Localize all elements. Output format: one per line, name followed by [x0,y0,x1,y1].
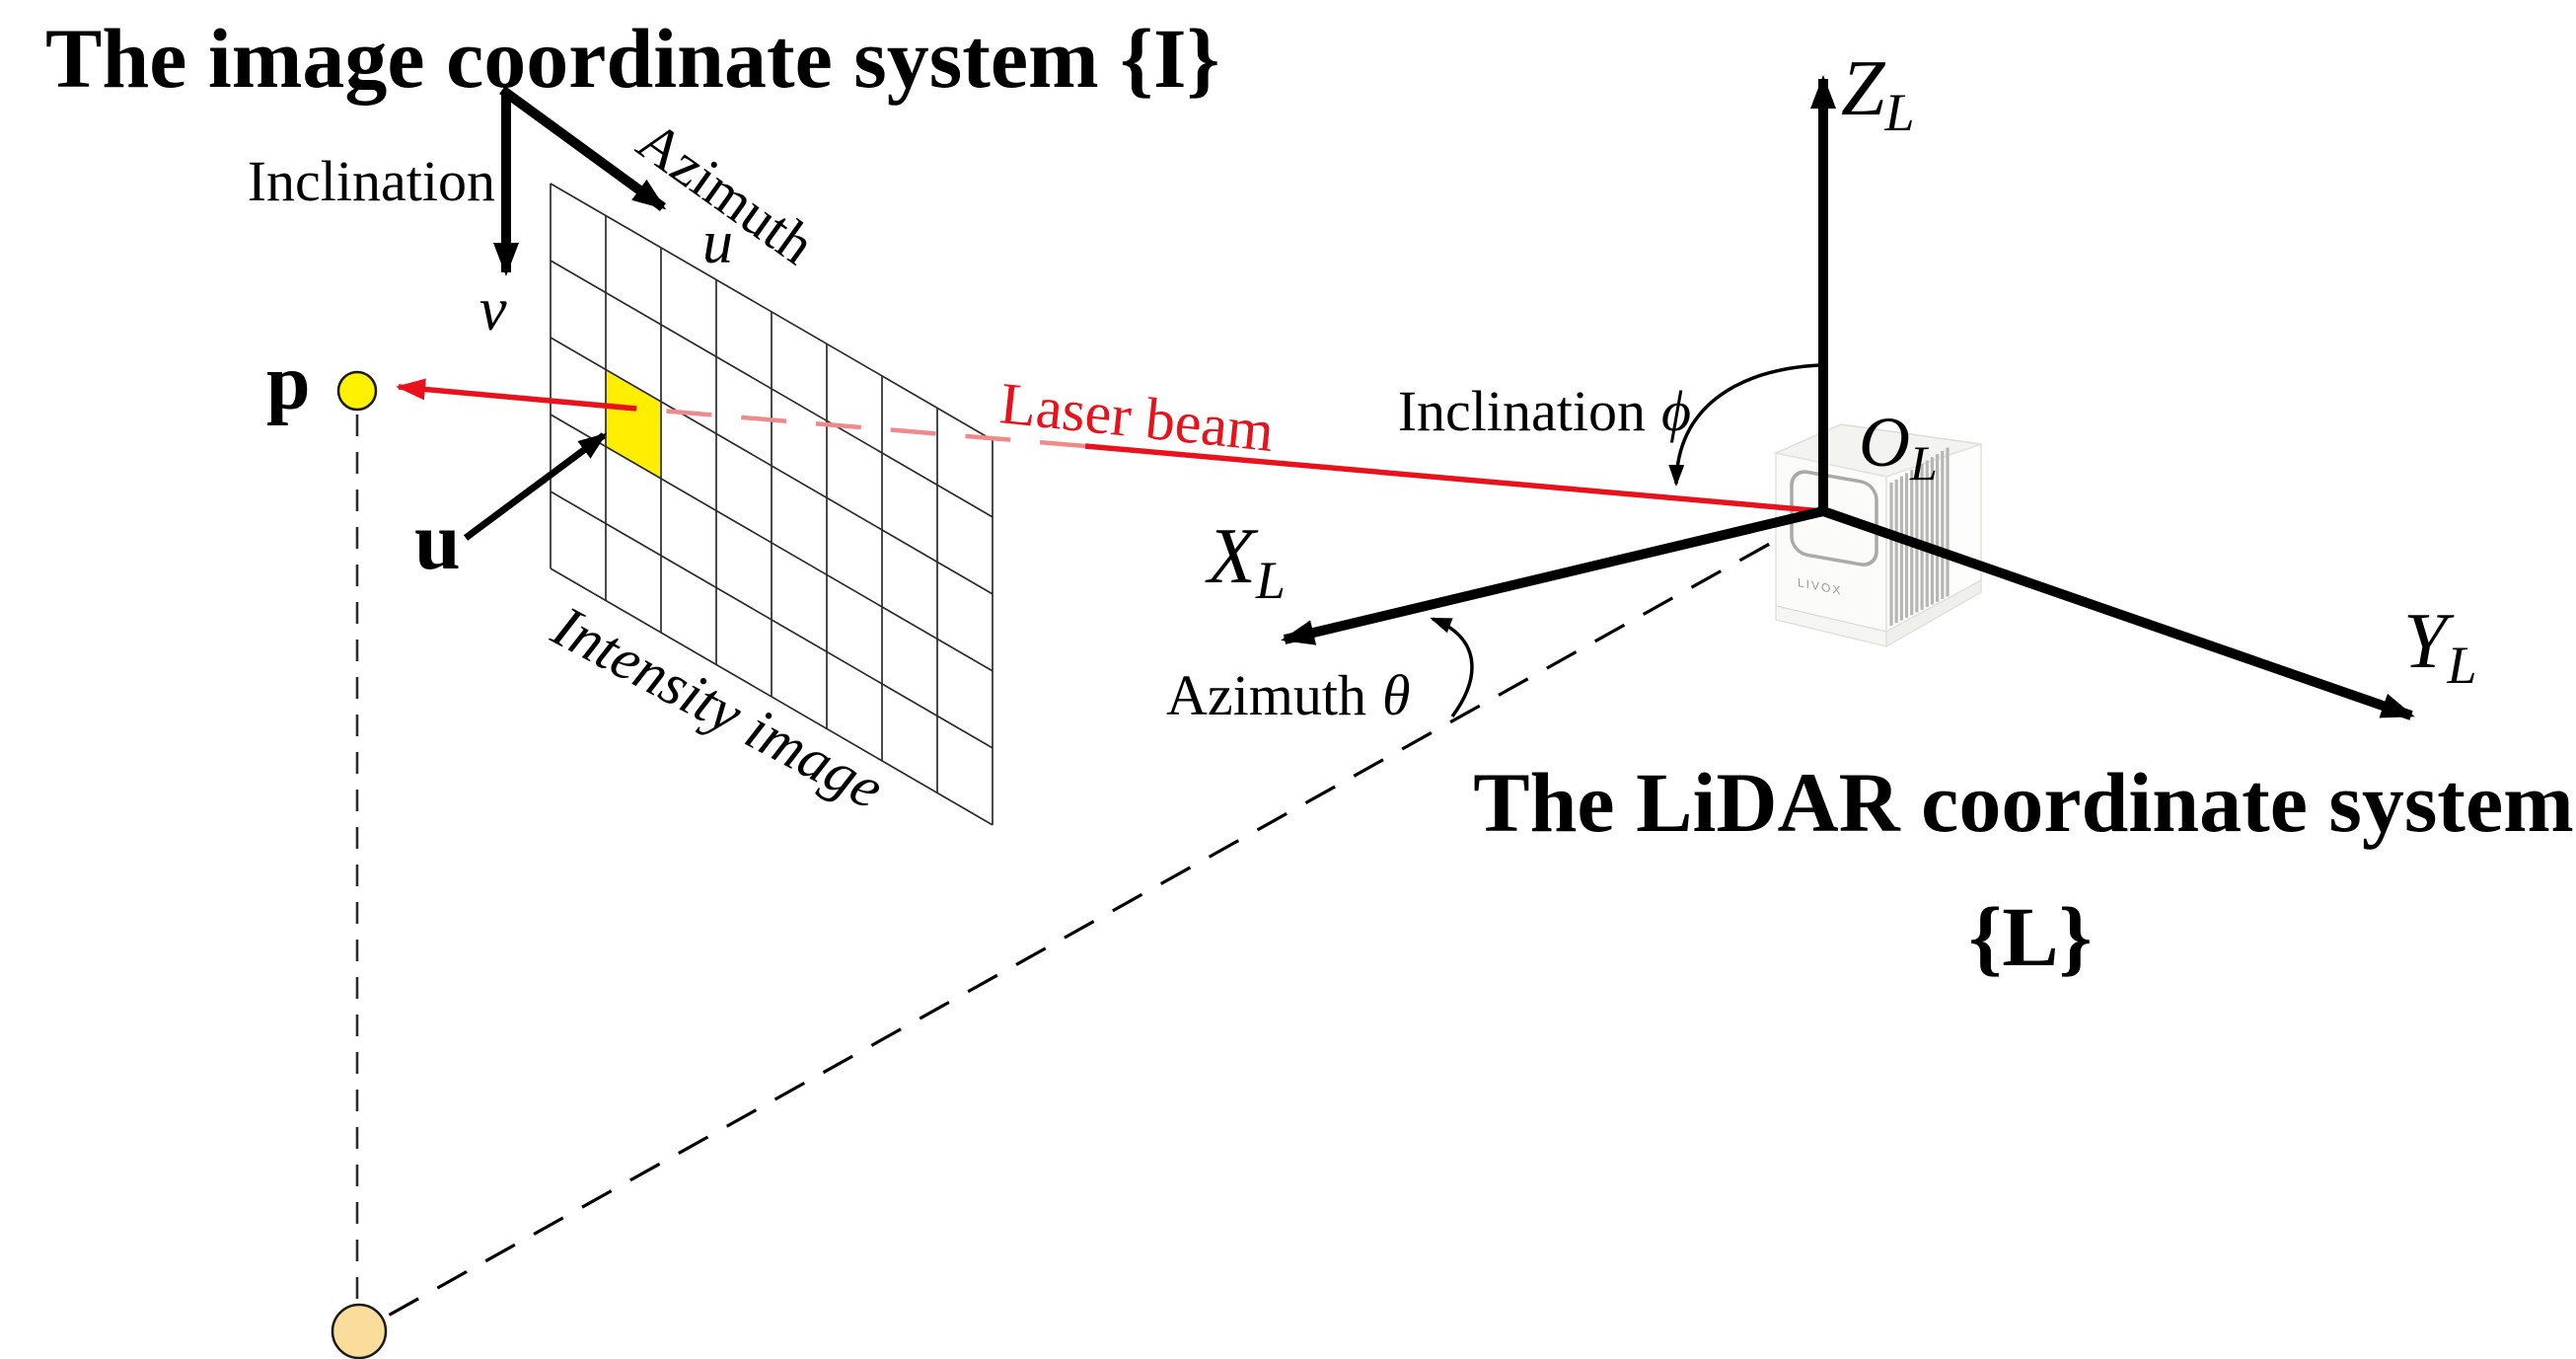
x-axis [1281,506,1825,645]
x-axis-letter: X [1205,513,1259,600]
laser-beam-dashed-segment [635,406,1086,449]
highlighted-pixel-cell [606,369,661,479]
theta-symbol: θ [1382,663,1411,727]
z-axis-letter: Z [1841,45,1886,132]
inclination-word: Inclination [1398,379,1646,443]
y-axis [1821,506,2415,720]
projected-ground-point [331,1303,388,1359]
grid-row-line [550,567,994,826]
image-system-title: The image coordinate system {I} [45,11,1219,106]
v-axis-letter: v [479,276,507,343]
azimuth-angle-arc [1430,617,1474,718]
laser-beam-label: Laser beam [997,370,1278,464]
grid-row-line [550,183,994,441]
device-base-right [1885,578,1982,648]
origin-subscript: L [1909,435,1938,491]
inclination-phi-label: Inclination ϕ [1398,379,1691,443]
z-axis-subscript: L [1884,83,1915,142]
u-axis-azimuth-arrow [499,85,667,212]
azimuth-theta-label: Azimuth θ [1166,663,1410,727]
laser-point-p [336,370,378,412]
intensity-image-grid [550,183,994,826]
inclination-angle-arc [1668,363,1821,487]
x-axis-subscript: L [1255,551,1286,610]
y-axis-letter: Y [2403,598,2455,685]
z-axis-label: ZL [1841,45,1915,142]
pixel-pointer-arrow [463,432,608,541]
pixel-u-label: u [414,495,461,587]
grid-row-line [550,337,994,595]
y-axis-subscript: L [2447,636,2477,695]
grid-row-line [550,414,994,672]
grid-row-line [550,260,994,518]
inclination-axis-label: Inclination [248,149,495,213]
x-axis-label: XL [1205,513,1286,610]
phi-symbol: ϕ [1661,379,1691,443]
device-heatsink-fins [1889,447,1950,626]
origin-letter: O [1859,403,1910,482]
lidar-system-title-line2: {L} [1968,889,2092,984]
origin-label: OL [1859,403,1938,491]
lidar-system-title-line1: The LiDAR coordinate system [1473,755,2574,850]
y-axis-label: YL [2403,598,2477,695]
grid-row-line [550,491,994,749]
intensity-image-caption: Intensity image [542,593,894,822]
u-axis-letter: u [702,209,733,276]
point-p-label: p [266,340,311,426]
laser-beam-solid-near-lidar [1084,443,1824,514]
azimuth-word: Azimuth [1166,663,1366,727]
laser-beam-arrow-to-point [396,378,637,412]
